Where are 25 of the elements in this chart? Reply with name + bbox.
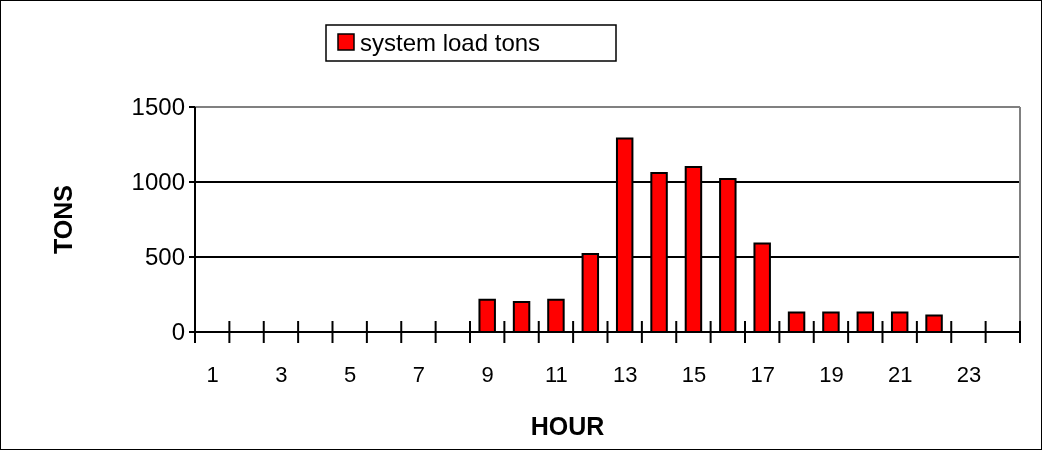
x-tick-label: 13 xyxy=(612,361,638,387)
bar xyxy=(478,298,496,333)
x-tick-label: 19 xyxy=(819,361,844,387)
x-axis-title: HOUR xyxy=(530,412,605,440)
y-tick-label: 1000 xyxy=(131,168,185,196)
y-axis-title: TONS xyxy=(49,185,77,254)
x-tick-label: 17 xyxy=(750,361,775,387)
y-tick-label: 500 xyxy=(144,243,185,271)
x-tick-label: 21 xyxy=(887,361,913,387)
x-tick-label: 7 xyxy=(412,361,426,387)
x-tick-label: 11 xyxy=(545,361,568,387)
bar xyxy=(512,301,531,333)
x-tick-label: 1 xyxy=(206,361,219,387)
bar xyxy=(890,311,909,333)
y-tick-label: 1500 xyxy=(131,93,185,121)
y-tick-label: 0 xyxy=(171,318,185,346)
x-tick-label: 3 xyxy=(275,361,288,387)
x-tick-label: 9 xyxy=(481,361,494,387)
x-tick-label: 23 xyxy=(956,361,982,387)
bar xyxy=(822,311,840,333)
bar xyxy=(547,298,565,333)
x-tick-label: 5 xyxy=(344,361,357,387)
legend-label: system load tons xyxy=(360,29,541,57)
x-tick-label: 15 xyxy=(681,361,707,387)
bar xyxy=(925,314,943,333)
